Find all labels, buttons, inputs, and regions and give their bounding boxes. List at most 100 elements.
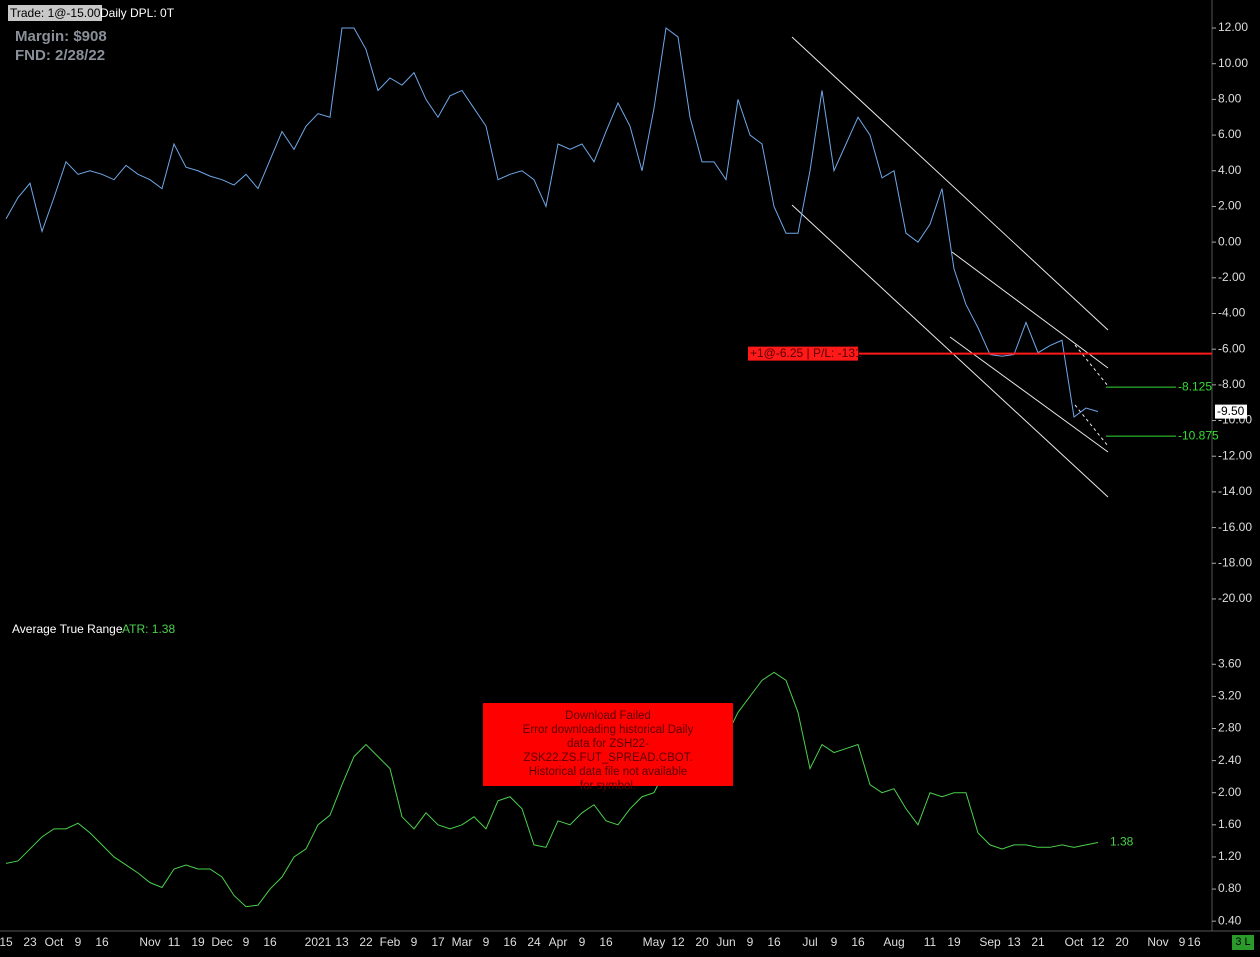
- x-tick-label: Jun: [716, 935, 735, 949]
- y-tick-label: 2.80: [1218, 721, 1242, 735]
- x-tick-label: 15: [0, 935, 13, 949]
- value-label: 1.38: [1110, 835, 1134, 849]
- x-tick-label: Feb: [380, 935, 401, 949]
- y-tick-label: 2.00: [1218, 785, 1242, 799]
- margin-label: Margin: $908: [15, 28, 107, 45]
- x-tick-label: Mar: [452, 935, 473, 949]
- error-line: Error downloading historical Daily: [522, 724, 694, 736]
- y-tick-label: -4.00: [1218, 306, 1246, 320]
- y-tick-label: -12.00: [1218, 448, 1252, 462]
- y-tick-label: -18.00: [1218, 555, 1252, 569]
- x-tick-label: 16: [503, 935, 517, 949]
- x-tick-label: 16: [1187, 935, 1201, 949]
- position-label: +1@-6.25 | P/L: -131: [750, 346, 862, 360]
- x-tick-label: Jul: [802, 935, 817, 949]
- y-tick-label: -8.00: [1218, 377, 1246, 391]
- x-tick-label: 23: [23, 935, 37, 949]
- x-tick-label: 19: [947, 935, 961, 949]
- y-tick-label: 0.80: [1218, 881, 1242, 895]
- x-tick-label: 11: [924, 935, 937, 949]
- x-tick-label: 11: [168, 935, 181, 949]
- x-tick-label: 9: [831, 935, 838, 949]
- x-tick-label: 9: [1179, 935, 1186, 949]
- x-tick-label: Apr: [549, 935, 568, 949]
- x-tick-label: 19: [191, 935, 205, 949]
- x-tick-label: 9: [483, 935, 490, 949]
- error-dialog: Download Failed Error downloading histor…: [483, 703, 733, 792]
- x-tick-label: 16: [599, 935, 613, 949]
- channel-line: [951, 251, 1109, 369]
- x-tick-label: Aug: [883, 935, 904, 949]
- trend-channel: [791, 36, 1109, 498]
- x-tick-label: Oct: [45, 935, 64, 949]
- y-tick-label: 3.20: [1218, 689, 1242, 703]
- y-tick-label: -6.00: [1218, 341, 1246, 355]
- status-indicator[interactable]: 3 L: [1232, 935, 1254, 950]
- y-tick-label: 6.00: [1218, 127, 1242, 141]
- series-line: [5, 27, 1099, 418]
- x-tick-label: 22: [359, 935, 373, 949]
- x-tick-label: 21: [1031, 935, 1045, 949]
- x-tick-label: 9: [243, 935, 250, 949]
- error-line: Historical data file not available: [528, 766, 688, 778]
- series-line: [5, 671, 1099, 908]
- x-tick-label: 13: [1007, 935, 1021, 949]
- trade-label: Trade: 1@-15.00: [8, 5, 103, 21]
- error-line: for symbol.: [579, 780, 637, 792]
- y-tick-label: -20.00: [1218, 591, 1252, 605]
- y-tick-label: 12.00: [1218, 20, 1248, 34]
- x-tick-label: 16: [767, 935, 781, 949]
- x-tick-label: 2021: [305, 935, 332, 949]
- y-tick-label: 0.40: [1218, 913, 1242, 927]
- y-tick-label: -14.00: [1218, 484, 1252, 498]
- channel-line: [791, 204, 1109, 498]
- fnd-label: FND: 2/28/22: [15, 47, 106, 64]
- y-tick-label: -2.00: [1218, 270, 1246, 284]
- x-tick-label: 20: [695, 935, 709, 949]
- x-tick-label: 16: [95, 935, 109, 949]
- x-tick-label: 16: [851, 935, 865, 949]
- x-tick-label: Sep: [979, 935, 1001, 949]
- y-tick-label: 1.60: [1218, 817, 1242, 831]
- x-tick-label: 12: [671, 935, 685, 949]
- y-tick-label: 8.00: [1218, 92, 1242, 106]
- channel-line: [1074, 344, 1109, 387]
- price-marker-label: -9.50: [1217, 404, 1245, 418]
- level-label: -10.875: [1178, 428, 1219, 442]
- position-label-box: [748, 346, 858, 361]
- x-tick-label: 9: [579, 935, 586, 949]
- x-tick-label: 17: [431, 935, 445, 949]
- error-line: Download Failed: [565, 710, 651, 722]
- indicator-title: Average True Range: [12, 622, 123, 636]
- x-tick-label: 13: [335, 935, 349, 949]
- x-tick-label: 12: [1091, 935, 1105, 949]
- channel-line: [949, 336, 1109, 453]
- x-tick-label: 16: [263, 935, 277, 949]
- y-tick-label: 2.40: [1218, 753, 1242, 767]
- y-tick-label: 4.00: [1218, 163, 1242, 177]
- y-tick-label: 0.00: [1218, 234, 1242, 248]
- indicator-legend: ATR: 1.38: [122, 622, 175, 636]
- y-tick-label: -16.00: [1218, 520, 1252, 534]
- error-line: data for ZSH22-ZSK22.ZS.FUT_SPREAD.CBOT.: [523, 738, 693, 764]
- x-tick-label: 24: [527, 935, 541, 949]
- y-tick-label: 1.20: [1218, 849, 1242, 863]
- x-tick-label: Nov: [139, 935, 160, 949]
- price-marker: [1215, 404, 1247, 419]
- x-tick-label: Oct: [1065, 935, 1084, 949]
- x-tick-label: 9: [75, 935, 82, 949]
- y-tick-label: 3.60: [1218, 656, 1242, 670]
- y-tick-label: 2.00: [1218, 199, 1242, 213]
- x-tick-label: 9: [411, 935, 418, 949]
- x-tick-label: Dec: [211, 935, 232, 949]
- dpl-label: Daily DPL: 0T: [100, 6, 175, 20]
- channel-line: [791, 36, 1109, 331]
- y-tick-label: 10.00: [1218, 56, 1248, 70]
- x-tick-label: May: [643, 935, 666, 949]
- x-tick-label: 20: [1115, 935, 1129, 949]
- level-label: -8.125: [1178, 379, 1212, 393]
- x-tick-label: Nov: [1147, 935, 1168, 949]
- x-tick-label: 9: [747, 935, 754, 949]
